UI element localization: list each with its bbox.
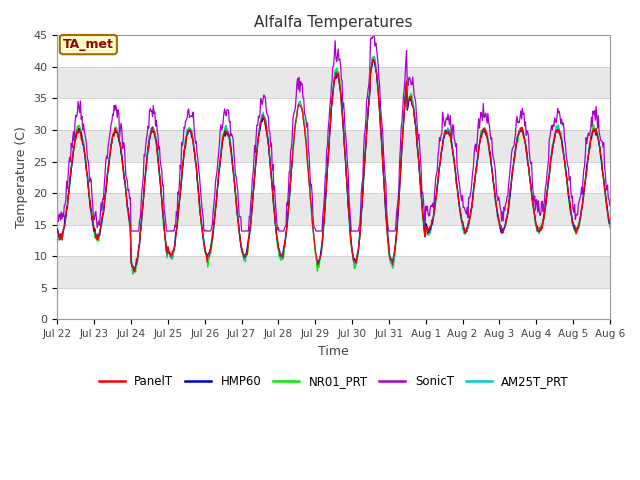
Title: Alfalfa Temperatures: Alfalfa Temperatures (254, 15, 413, 30)
Bar (58, 162, 610, 193)
Bar (58, 256, 610, 288)
Text: TA_met: TA_met (63, 38, 114, 51)
Bar (58, 98, 610, 130)
X-axis label: Time: Time (318, 345, 349, 358)
Bar (58, 36, 610, 67)
Bar (58, 193, 610, 225)
Bar (58, 225, 610, 256)
Bar (58, 130, 610, 162)
Bar (58, 67, 610, 98)
Legend: PanelT, HMP60, NR01_PRT, SonicT, AM25T_PRT: PanelT, HMP60, NR01_PRT, SonicT, AM25T_P… (94, 371, 573, 393)
Y-axis label: Temperature (C): Temperature (C) (15, 126, 28, 228)
Bar (58, 288, 610, 319)
